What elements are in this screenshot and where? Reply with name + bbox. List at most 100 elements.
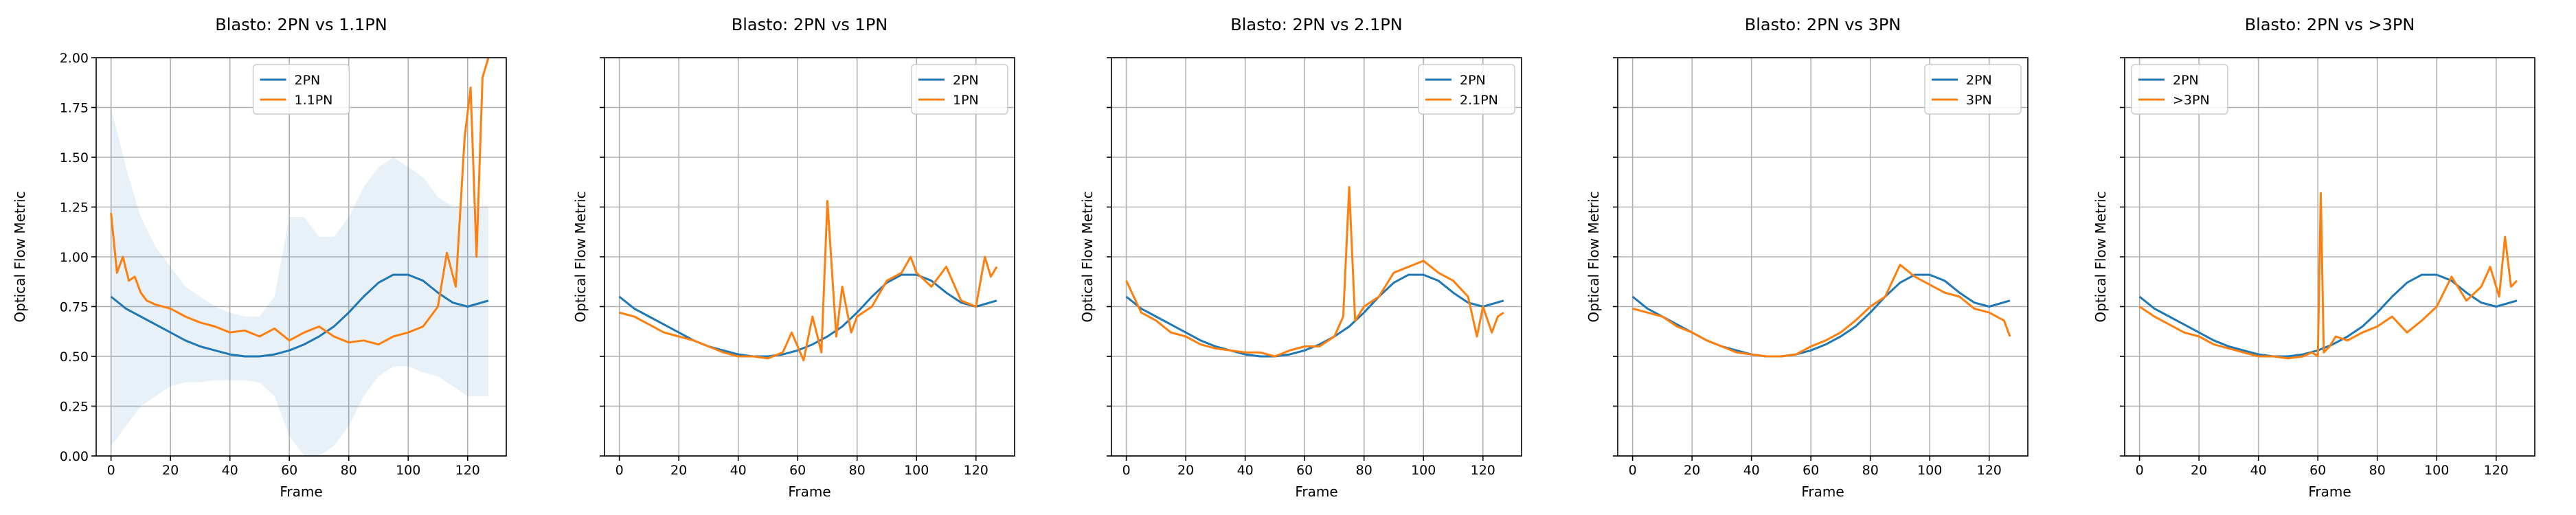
x-axis-label: Frame [1295, 483, 1337, 500]
legend-box [252, 64, 350, 115]
y-axis-label: Optical Flow Metric [2092, 191, 2109, 322]
x-tick-label: 100 [396, 463, 420, 478]
legend-label: 3PN [1966, 93, 1992, 108]
x-tick-label: 80 [2369, 463, 2386, 478]
legend-box [1924, 64, 2022, 115]
x-tick-label: 80 [341, 463, 357, 478]
subplot-title: Blasto: 2PN vs >3PN [2245, 15, 2415, 34]
subplot-title: Blasto: 2PN vs 1PN [732, 15, 888, 34]
x-tick-label: 60 [2309, 463, 2326, 478]
legend-label: 2PN [1966, 73, 1992, 88]
plot-area [2138, 192, 2518, 360]
series-line-0 [2138, 273, 2518, 358]
x-tick-label: 20 [670, 463, 687, 478]
legend-label: >3PN [2173, 93, 2210, 108]
plot-area [1125, 186, 1504, 358]
subplot-2: 0 20 40 60 80 100 120 Blasto: 2PN vs 1PN Frame Op… [572, 15, 1015, 500]
x-tick-label: 20 [162, 463, 179, 478]
x-tick-label: 60 [1296, 463, 1313, 478]
series-line-1 [2138, 192, 2518, 360]
x-tick-label: 120 [1977, 463, 2002, 478]
y-tick-label: 0.00 [60, 449, 89, 464]
x-tick-label: 40 [222, 463, 238, 478]
legend: 2PN 2.1PN [1418, 64, 1515, 115]
y-tick-label: 0.75 [60, 300, 89, 315]
subplot-3: 0 20 40 60 80 100 120 Blasto: 2PN vs 2.1PN Frame… [1079, 15, 1522, 500]
y-tick-label: 1.00 [60, 250, 89, 265]
x-tick-label: 100 [2424, 463, 2449, 478]
legend-box [2131, 64, 2228, 115]
x-tick-label: 20 [1684, 463, 1700, 478]
legend-label: 1.1PN [295, 93, 333, 108]
x-tick-label: 80 [1862, 463, 1879, 478]
y-axis-label: Optical Flow Metric [1585, 191, 1602, 322]
legend-label: 2PN [295, 73, 321, 88]
plot-area [110, 58, 490, 456]
subplot-title: Blasto: 2PN vs 1.1PN [215, 15, 387, 34]
legend-label: 1PN [953, 93, 979, 108]
subplot-title: Blasto: 2PN vs 3PN [1745, 15, 1901, 34]
x-tick-label: 100 [1917, 463, 1942, 478]
plot-area [1631, 264, 2011, 358]
subplot-4: 0 20 40 60 80 100 120 Blasto: 2PN vs 3PN Frame Op… [1585, 15, 2029, 500]
x-tick-label: 0 [2136, 463, 2144, 478]
x-tick-label: 40 [730, 463, 747, 478]
y-tick-label: 0.25 [60, 400, 89, 415]
series-line-1 [1125, 186, 1504, 358]
legend-label: 2PN [1460, 73, 1486, 88]
y-axis-label: Optical Flow Metric [12, 191, 28, 322]
series-line-1 [1632, 264, 2011, 358]
x-tick-label: 120 [1471, 463, 1495, 478]
series-band-0 [111, 107, 489, 456]
x-tick-label: 120 [2484, 463, 2509, 478]
x-tick-label: 60 [1803, 463, 1819, 478]
x-tick-label: 60 [789, 463, 806, 478]
legend-label: 2.1PN [1460, 93, 1498, 108]
x-axis-label: Frame [788, 483, 831, 500]
legend-box [911, 64, 1008, 115]
x-tick-label: 60 [281, 463, 297, 478]
legend: 2PN 1.1PN [252, 64, 350, 115]
x-tick-label: 20 [1177, 463, 1194, 478]
x-tick-label: 100 [904, 463, 929, 478]
series-line-0 [1631, 273, 2011, 358]
x-tick-label: 80 [1356, 463, 1372, 478]
y-axis-label: Optical Flow Metric [572, 191, 589, 322]
y-tick-label: 0.50 [60, 350, 89, 365]
subplot-5: 0 20 40 60 80 100 120 Blasto: 2PN vs >3PN Frame O… [2092, 15, 2535, 500]
subplot-title: Blasto: 2PN vs 2.1PN [1230, 15, 1402, 34]
x-axis-label: Frame [1801, 483, 1844, 500]
x-axis-label: Frame [2308, 483, 2351, 500]
x-tick-label: 40 [1237, 463, 1254, 478]
x-axis-label: Frame [280, 483, 322, 500]
legend-label: 2PN [2173, 73, 2199, 88]
series-line-0 [1125, 273, 1504, 358]
x-tick-label: 40 [2250, 463, 2267, 478]
x-tick-label: 0 [107, 463, 115, 478]
legend-label: 2PN [953, 73, 979, 88]
x-tick-label: 0 [615, 463, 624, 478]
x-tick-label: 0 [1122, 463, 1131, 478]
x-tick-label: 0 [1629, 463, 1637, 478]
y-tick-label: 1.75 [60, 101, 89, 116]
x-tick-label: 120 [964, 463, 988, 478]
series-line-1 [619, 200, 998, 362]
legend-box [1418, 64, 1515, 115]
x-tick-label: 80 [849, 463, 866, 478]
y-axis-label: Optical Flow Metric [1079, 191, 1096, 322]
legend: 2PN >3PN [2131, 64, 2228, 115]
x-tick-label: 100 [1411, 463, 1436, 478]
y-tick-label: 2.00 [60, 51, 89, 66]
x-tick-label: 40 [1743, 463, 1760, 478]
x-tick-label: 20 [2191, 463, 2207, 478]
x-tick-label: 120 [455, 463, 480, 478]
subplot-1: 0 20 40 60 80 100 120 0.00 0.25 0.50 0.75 1.00 1.25 1… [12, 15, 507, 500]
series-line-1 [110, 58, 490, 346]
y-tick-label: 1.50 [60, 150, 89, 165]
plot-area [618, 200, 998, 362]
series-line-0 [618, 273, 997, 358]
series-line-0 [110, 273, 489, 358]
